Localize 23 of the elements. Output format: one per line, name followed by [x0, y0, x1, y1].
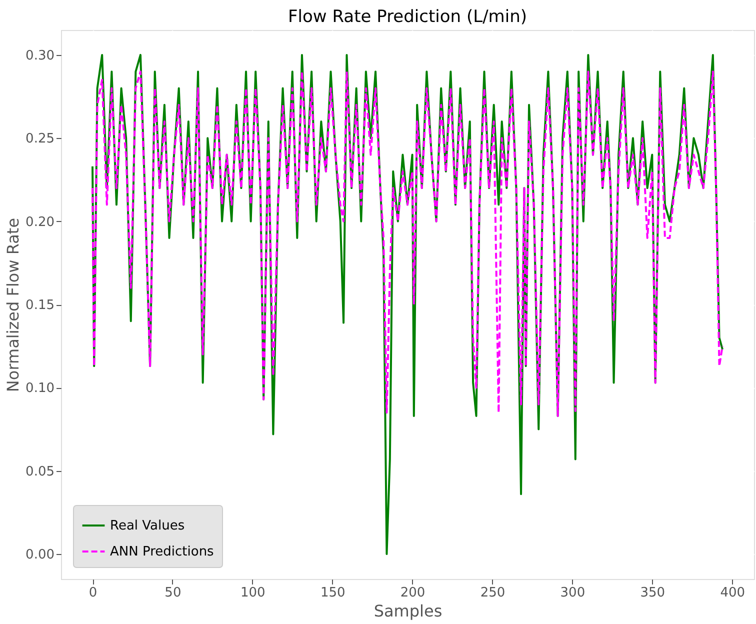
chart-title: Flow Rate Prediction (L/min) — [288, 7, 527, 27]
line-series — [92, 54, 724, 556]
x-tick-label: 300 — [560, 586, 586, 600]
y-tick-label: 0.00 — [26, 548, 54, 563]
y-tick-label: 0.30 — [26, 48, 54, 64]
x-tick-label: 100 — [240, 586, 266, 600]
y-tick-label: 0.10 — [26, 381, 54, 396]
x-tick-label: 350 — [640, 586, 666, 600]
y-tick-label: 0.05 — [26, 464, 54, 480]
x-tick-label: 150 — [320, 586, 346, 600]
legend-label: Real Values — [110, 518, 185, 534]
x-tick-label: 250 — [480, 586, 506, 600]
x-tick-label: 0 — [88, 586, 98, 600]
y-tick-label: 0.25 — [26, 132, 54, 147]
y-tick-label: 0.15 — [26, 298, 54, 313]
x-axis-title: Samples — [374, 602, 442, 620]
legend-label: ANN Predictions — [110, 544, 214, 560]
x-tick-label: 50 — [164, 586, 182, 600]
y-tick-label: 0.20 — [26, 214, 54, 230]
line-series — [92, 70, 724, 417]
x-tick-label: 400 — [720, 586, 746, 600]
x-tick-label: 200 — [400, 586, 426, 600]
y-axis-title: Normalized Flow Rate — [4, 218, 23, 392]
